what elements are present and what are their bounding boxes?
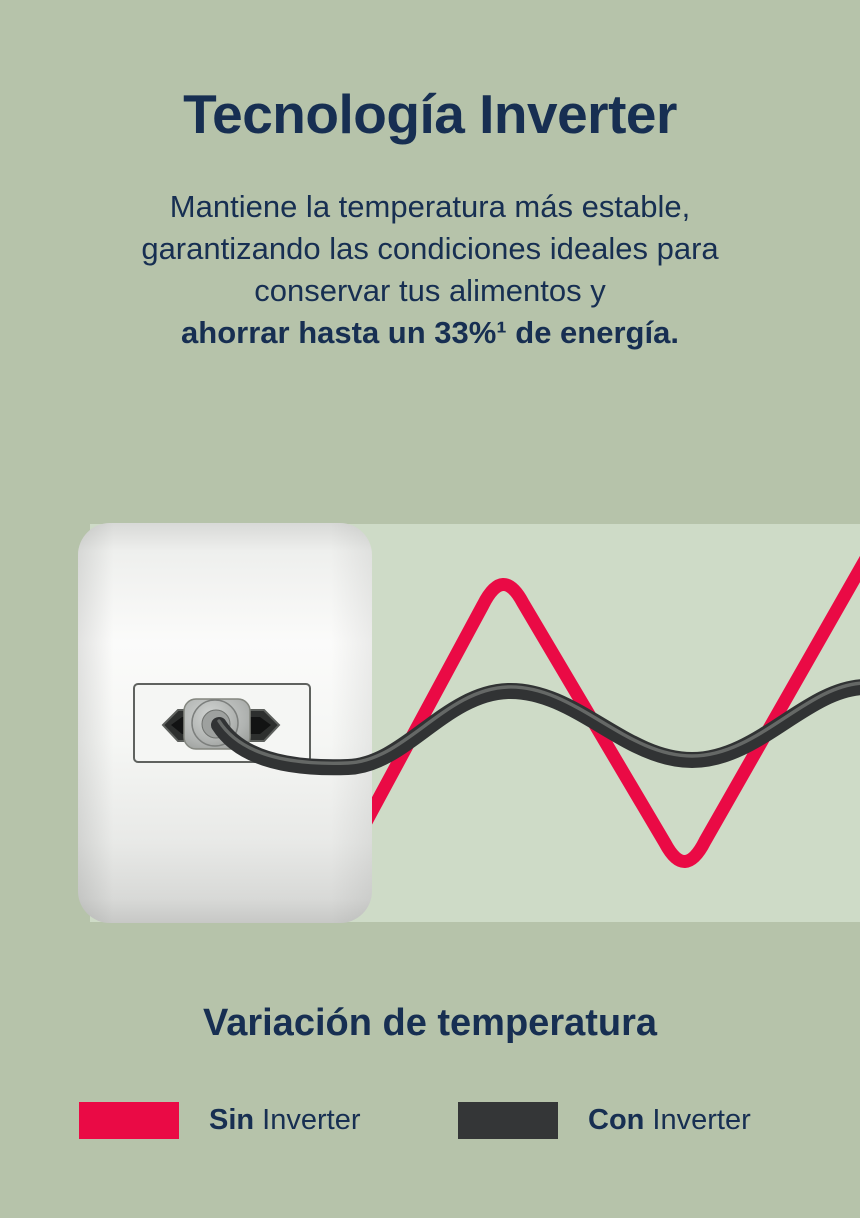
con-inverter-cable xyxy=(211,679,860,776)
section-heading: Variación de temperatura xyxy=(202,1002,658,1044)
legend-label-sin-bold: Sin xyxy=(209,1104,255,1136)
legend-label-con-rest: Inverter xyxy=(644,1104,751,1136)
temperature-wave-graphic xyxy=(0,523,860,923)
page-title: Tecnología Inverter xyxy=(183,83,677,145)
legend-label-con: Con Inverter xyxy=(588,1104,751,1137)
legend-item-sin: Sin Inverter xyxy=(79,1102,361,1139)
intro-text: Mantiene la temperatura más estable, gar… xyxy=(0,186,860,354)
legend-label-sin: Sin Inverter xyxy=(209,1104,361,1137)
outlet-wave-illustration xyxy=(78,523,860,923)
legend-label-con-bold: Con xyxy=(588,1104,645,1136)
intro-line: Mantiene la temperatura más estable, xyxy=(169,189,691,224)
intro-line: conservar tus alimentos y xyxy=(254,273,606,308)
legend-swatch-con-inverter xyxy=(458,1102,558,1139)
legend-swatch-sin-inverter xyxy=(79,1102,179,1139)
intro-highlight: ahorrar hasta un 33%¹ de energía. xyxy=(181,315,679,350)
legend-item-con: Con Inverter xyxy=(458,1102,751,1139)
cable-highlight xyxy=(217,681,860,765)
legend-label-sin-rest: Inverter xyxy=(254,1104,361,1136)
intro-line: garantizando las condiciones ideales par… xyxy=(141,231,719,266)
